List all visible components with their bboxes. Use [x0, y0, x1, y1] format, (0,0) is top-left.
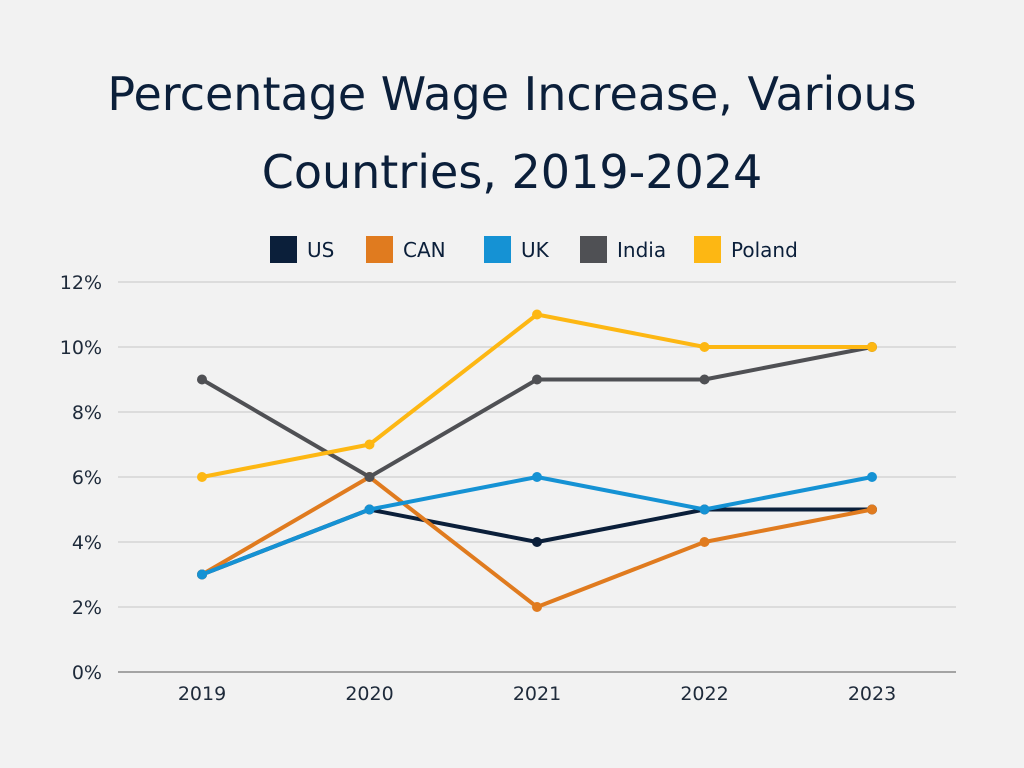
data-point: [867, 504, 877, 515]
chart-title: Percentage Wage Increase, Various Countr…: [107, 67, 916, 199]
data-point: [699, 504, 710, 515]
data-point: [532, 537, 542, 547]
x-tick-label: 2020: [345, 683, 393, 705]
legend-item: Poland: [694, 236, 798, 263]
x-tick-label: 2023: [848, 683, 896, 705]
legend-swatch: [366, 236, 393, 263]
x-tick-label: 2022: [680, 683, 728, 705]
legend-swatch: [270, 236, 297, 263]
data-point: [532, 309, 542, 320]
y-tick-label: 4%: [72, 532, 102, 554]
data-point: [197, 374, 207, 385]
data-point: [364, 472, 375, 482]
series-line: [200, 312, 874, 479]
data-point: [532, 472, 542, 482]
legend: US CAN UK India Poland: [270, 236, 798, 263]
data-point: [197, 569, 207, 580]
legend-item: UK: [484, 236, 550, 263]
chart-title-line-2: Countries, 2019-2024: [262, 145, 763, 199]
series-uk: [197, 472, 877, 580]
data-point: [364, 439, 375, 450]
x-tick-label: 2021: [513, 683, 561, 705]
legend-item: CAN: [366, 236, 446, 263]
legend-swatch: [694, 236, 721, 263]
y-tick-label: 10%: [60, 337, 102, 359]
series-line: [200, 475, 874, 577]
y-tick-label: 0%: [72, 662, 102, 684]
chart-title-line-1: Percentage Wage Increase, Various: [107, 67, 916, 121]
data-point: [197, 472, 207, 482]
data-point: [867, 472, 877, 482]
legend-label: UK: [521, 238, 550, 262]
data-point: [532, 374, 542, 385]
data-point: [364, 504, 375, 515]
series-lines: [197, 309, 877, 612]
data-point: [699, 342, 710, 352]
data-point: [699, 537, 710, 547]
x-tick-label: 2019: [178, 683, 226, 705]
y-tick-label: 6%: [72, 467, 102, 489]
legend-item: India: [580, 236, 666, 263]
y-tick-label: 2%: [72, 597, 102, 619]
data-point: [867, 342, 877, 352]
y-tick-label: 12%: [60, 272, 102, 294]
y-axis-ticks: 0% 2% 4% 6% 8% 10% 12%: [60, 272, 102, 684]
legend-swatch: [580, 236, 607, 263]
series-poland: [197, 309, 877, 482]
legend-swatch: [484, 236, 511, 263]
data-point: [699, 374, 710, 385]
legend-label: CAN: [403, 238, 446, 262]
legend-label: India: [617, 238, 666, 262]
x-axis-ticks: 2019 2020 2021 2022 2023: [178, 683, 896, 705]
legend-label: Poland: [731, 238, 798, 262]
y-tick-label: 8%: [72, 402, 102, 424]
data-point: [532, 602, 542, 612]
legend-label: US: [307, 238, 334, 262]
legend-item: US: [270, 236, 334, 263]
